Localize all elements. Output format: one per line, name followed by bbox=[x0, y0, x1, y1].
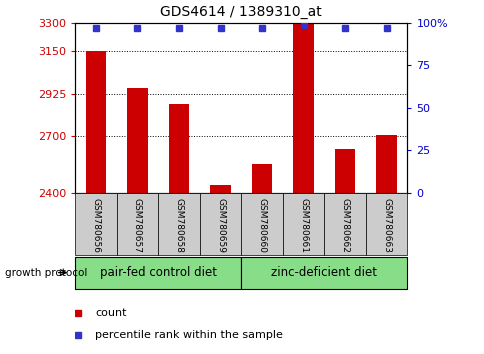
Bar bbox=[365, 193, 407, 255]
Text: pair-fed control diet: pair-fed control diet bbox=[100, 266, 216, 279]
Bar bbox=[168, 104, 189, 193]
Bar bbox=[127, 88, 148, 193]
Bar bbox=[75, 193, 117, 255]
Bar bbox=[282, 193, 324, 255]
Bar bbox=[376, 135, 396, 193]
Text: GSM780661: GSM780661 bbox=[299, 198, 307, 253]
Text: GSM780658: GSM780658 bbox=[174, 198, 183, 253]
Bar bbox=[210, 185, 230, 193]
Bar bbox=[117, 193, 158, 255]
Text: GSM780660: GSM780660 bbox=[257, 198, 266, 253]
Text: GSM780662: GSM780662 bbox=[340, 198, 349, 253]
Bar bbox=[251, 164, 272, 193]
Bar bbox=[241, 257, 407, 289]
Text: growth protocol: growth protocol bbox=[5, 268, 87, 278]
Text: GSM780657: GSM780657 bbox=[133, 198, 142, 253]
Text: percentile rank within the sample: percentile rank within the sample bbox=[95, 330, 282, 340]
Bar bbox=[241, 193, 282, 255]
Text: GSM780663: GSM780663 bbox=[381, 198, 390, 253]
Bar bbox=[199, 193, 241, 255]
Title: GDS4614 / 1389310_at: GDS4614 / 1389310_at bbox=[160, 5, 321, 19]
Text: GSM780659: GSM780659 bbox=[215, 198, 225, 253]
Text: count: count bbox=[95, 308, 126, 318]
Bar bbox=[158, 193, 199, 255]
Text: GSM780656: GSM780656 bbox=[91, 198, 100, 253]
Bar bbox=[75, 257, 241, 289]
Bar bbox=[324, 193, 365, 255]
Bar bbox=[293, 24, 313, 193]
Bar bbox=[85, 51, 106, 193]
Bar bbox=[334, 149, 355, 193]
Text: zinc-deficient diet: zinc-deficient diet bbox=[271, 266, 377, 279]
